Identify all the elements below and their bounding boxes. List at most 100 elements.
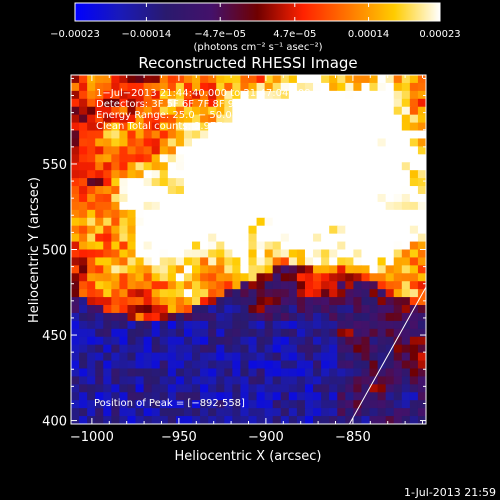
heatmap-cell [71, 384, 80, 393]
heatmap-cell [256, 193, 266, 203]
heatmap-cell [248, 154, 258, 163]
heatmap-cell [280, 289, 290, 298]
heatmap-cell [232, 368, 242, 378]
heatmap-cell [127, 130, 137, 140]
heatmap-cell [313, 360, 322, 370]
heatmap-cell [224, 138, 233, 147]
heatmap-cell [337, 320, 346, 330]
heatmap-cell [296, 305, 306, 314]
heatmap-cell [288, 114, 298, 124]
heatmap-cell [95, 297, 104, 306]
heatmap-cell [167, 281, 177, 290]
heatmap-cell [256, 344, 266, 354]
heatmap-cell [127, 273, 137, 282]
heatmap-cell [151, 289, 161, 298]
heatmap-cell [401, 146, 411, 155]
heatmap-cell [256, 186, 266, 195]
heatmap-cell [240, 193, 250, 203]
heatmap-cell [200, 408, 209, 417]
heatmap-cell [240, 122, 250, 132]
heatmap-cell [103, 257, 112, 266]
heatmap-cell [393, 249, 403, 259]
heatmap-cell [304, 400, 314, 409]
heatmap-cell [353, 138, 363, 147]
heatmap-cell [393, 257, 403, 266]
heatmap-cell [361, 233, 371, 243]
heatmap-cell [175, 297, 185, 306]
heatmap-cell [224, 82, 233, 92]
heatmap-cell [175, 186, 185, 195]
heatmap-cell [353, 312, 363, 322]
heatmap-cell [377, 178, 387, 187]
heatmap-cell [401, 201, 411, 211]
heatmap-cell [79, 114, 88, 124]
heatmap-cell [256, 122, 266, 132]
heatmap-cell [103, 106, 112, 116]
heatmap-cell [401, 225, 411, 235]
heatmap-cell [401, 257, 411, 266]
heatmap-cell [175, 170, 185, 179]
heatmap-cell [280, 106, 290, 116]
heatmap-cell [296, 146, 306, 155]
heatmap-cell [288, 352, 298, 362]
heatmap-cell [127, 122, 137, 132]
heatmap-cell [353, 122, 363, 132]
heatmap-cell [240, 186, 250, 195]
heatmap-cell [183, 90, 193, 100]
heatmap-cell [240, 170, 250, 179]
heatmap-cell [385, 98, 395, 108]
heatmap-cell [183, 273, 193, 282]
heatmap-cell [393, 90, 403, 100]
heatmap-cell [280, 225, 290, 235]
heatmap-cell [417, 416, 426, 424]
heatmap-cell [401, 193, 411, 203]
heatmap-cell [256, 336, 266, 346]
heatmap-cell [175, 376, 185, 385]
heatmap-cell [192, 178, 201, 187]
heatmap-cell [79, 154, 88, 163]
heatmap-cell [256, 170, 266, 179]
heatmap-cell [248, 241, 258, 251]
heatmap-cell [192, 281, 201, 290]
heatmap-cell [385, 122, 395, 132]
heatmap-cell [280, 312, 290, 322]
heatmap-cell [159, 344, 169, 354]
heatmap-cell [345, 249, 354, 259]
heatmap-cell [256, 233, 266, 243]
heatmap-cell [385, 257, 395, 266]
heatmap-cell [409, 312, 419, 322]
heatmap-cell [240, 233, 250, 243]
heatmap-cell [345, 336, 354, 346]
heatmap-cell [264, 376, 274, 385]
heatmap-cell [417, 273, 426, 282]
heatmap-cell [159, 328, 169, 338]
heatmap-cell [361, 320, 371, 330]
heatmap-cell [143, 305, 153, 314]
heatmap-cell [119, 170, 129, 179]
heatmap-cell [87, 130, 96, 140]
heatmap-cell [369, 336, 379, 346]
heatmap-cell [167, 225, 177, 235]
heatmap-cell [417, 408, 426, 417]
heatmap-cell [127, 320, 137, 330]
heatmap-cell [353, 82, 363, 92]
heatmap-cell [393, 146, 403, 155]
heatmap-cell [329, 146, 338, 155]
heatmap-cell [304, 146, 314, 155]
heatmap-cell [103, 90, 112, 100]
heatmap-cell [135, 320, 145, 330]
heatmap-cell [135, 114, 145, 124]
heatmap-cell [200, 249, 209, 259]
heatmap-cell [119, 75, 129, 84]
heatmap-cell [248, 249, 258, 259]
heatmap-cell [256, 249, 266, 259]
heatmap-cell [313, 122, 322, 132]
heatmap-cell [151, 225, 161, 235]
heatmap-cell [240, 360, 250, 370]
heatmap-cell [143, 193, 153, 203]
heatmap-cell [175, 368, 185, 378]
heatmap-cell [329, 384, 338, 393]
heatmap-cell [119, 130, 129, 140]
heatmap-cell [71, 114, 80, 124]
heatmap-cell [296, 368, 306, 378]
